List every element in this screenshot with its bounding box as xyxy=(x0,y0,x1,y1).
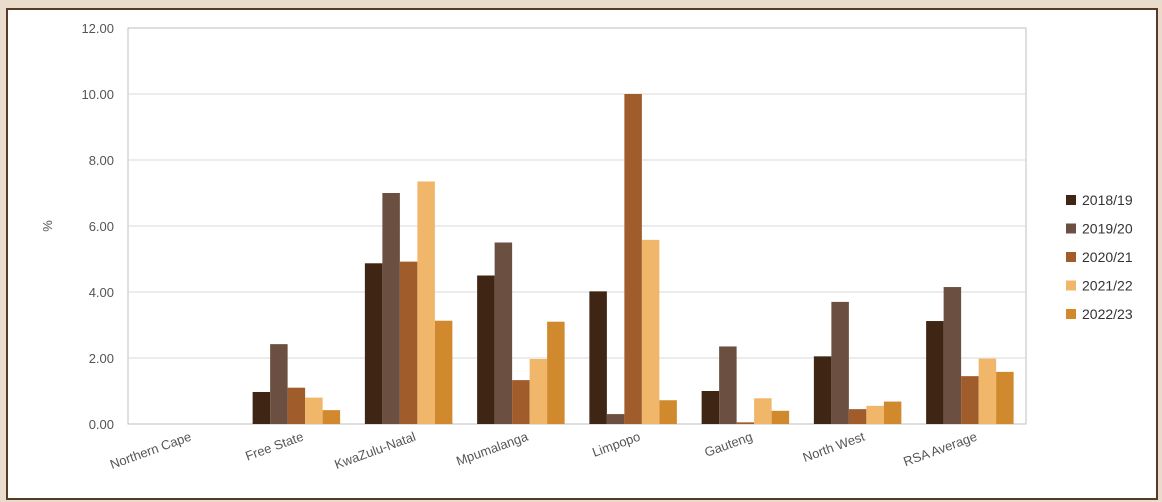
bar-2021-22 xyxy=(305,397,323,424)
x-axis-categories: Northern Cape Free State KwaZulu-Natal Mpum… xyxy=(108,428,979,472)
bar-2018-19 xyxy=(813,356,832,424)
bar-2021-22 xyxy=(529,358,548,424)
bar-2022-23 xyxy=(996,371,1014,424)
bar-2019-20 xyxy=(270,344,288,424)
y-axis-ticks: 0.00 2.00 4.00 6.00 8.00 10.00 12.00 xyxy=(81,21,114,432)
bar-2020-21 xyxy=(624,94,642,424)
bar-2020-21 xyxy=(287,387,306,424)
legend-label: 2022/23 xyxy=(1082,306,1133,322)
bar-2022-23 xyxy=(547,321,565,424)
y-axis-label: % xyxy=(40,220,55,232)
bar-2019-20 xyxy=(719,346,737,424)
bar-2019-20 xyxy=(494,242,513,424)
x-category-label: North West xyxy=(801,429,867,465)
legend-swatch xyxy=(1066,280,1076,291)
legend-swatch xyxy=(1066,252,1076,262)
y-tick-label: 4.00 xyxy=(89,285,114,300)
bar-2020-21 xyxy=(399,261,418,424)
bar-2020-21 xyxy=(848,409,867,424)
bar-2018-19 xyxy=(364,263,383,424)
y-tick-label: 8.00 xyxy=(89,153,114,168)
legend-swatch xyxy=(1066,195,1076,205)
legend-swatch xyxy=(1066,309,1076,319)
y-tick-label: 6.00 xyxy=(89,219,114,234)
bar-2019-20 xyxy=(382,193,400,424)
bars xyxy=(252,94,1014,424)
bar-2020-21 xyxy=(961,376,979,424)
bar-2021-22 xyxy=(641,239,660,424)
bar-2022-23 xyxy=(659,400,677,424)
bar-2021-22 xyxy=(866,405,884,424)
bar-2022-23 xyxy=(771,410,790,424)
x-category-label: Northern Cape xyxy=(108,429,193,472)
x-category-label: Free State xyxy=(243,429,305,464)
y-tick-label: 10.00 xyxy=(81,87,114,102)
y-tick-label: 12.00 xyxy=(81,21,114,36)
bar-2021-22 xyxy=(417,181,435,424)
y-tick-label: 0.00 xyxy=(89,417,114,432)
bar-2021-22 xyxy=(754,398,772,424)
y-tick-label: 2.00 xyxy=(89,351,114,366)
x-category-label: RSA Average xyxy=(901,429,979,469)
bar-2018-19 xyxy=(477,275,495,424)
bar-2018-19 xyxy=(252,391,271,424)
bar-2020-21 xyxy=(512,380,530,424)
legend-label: 2018/19 xyxy=(1082,192,1133,208)
legend-label: 2020/21 xyxy=(1082,249,1133,265)
bar-2020-21 xyxy=(736,422,755,424)
legend-label: 2021/22 xyxy=(1082,278,1133,294)
x-category-label: Gauteng xyxy=(702,429,754,460)
x-category-label: KwaZulu-Natal xyxy=(332,429,417,472)
bar-2019-20 xyxy=(606,414,625,424)
bar-2021-22 xyxy=(978,358,997,424)
bar-2022-23 xyxy=(883,401,902,424)
bar-2022-23 xyxy=(434,320,453,424)
bar-2022-23 xyxy=(322,410,341,424)
legend: 2018/19 2019/20 2020/21 2021/22 2022/23 xyxy=(1066,192,1133,322)
bar-2018-19 xyxy=(701,391,720,424)
legend-label: 2019/20 xyxy=(1082,221,1133,237)
bar-2019-20 xyxy=(831,301,849,424)
bar-2018-19 xyxy=(926,321,944,424)
legend-swatch xyxy=(1066,223,1076,234)
bar-2019-20 xyxy=(943,287,962,424)
bar-2018-19 xyxy=(589,291,607,424)
x-category-label: Limpopo xyxy=(590,429,642,460)
x-category-label: Mpumalanga xyxy=(454,428,530,468)
